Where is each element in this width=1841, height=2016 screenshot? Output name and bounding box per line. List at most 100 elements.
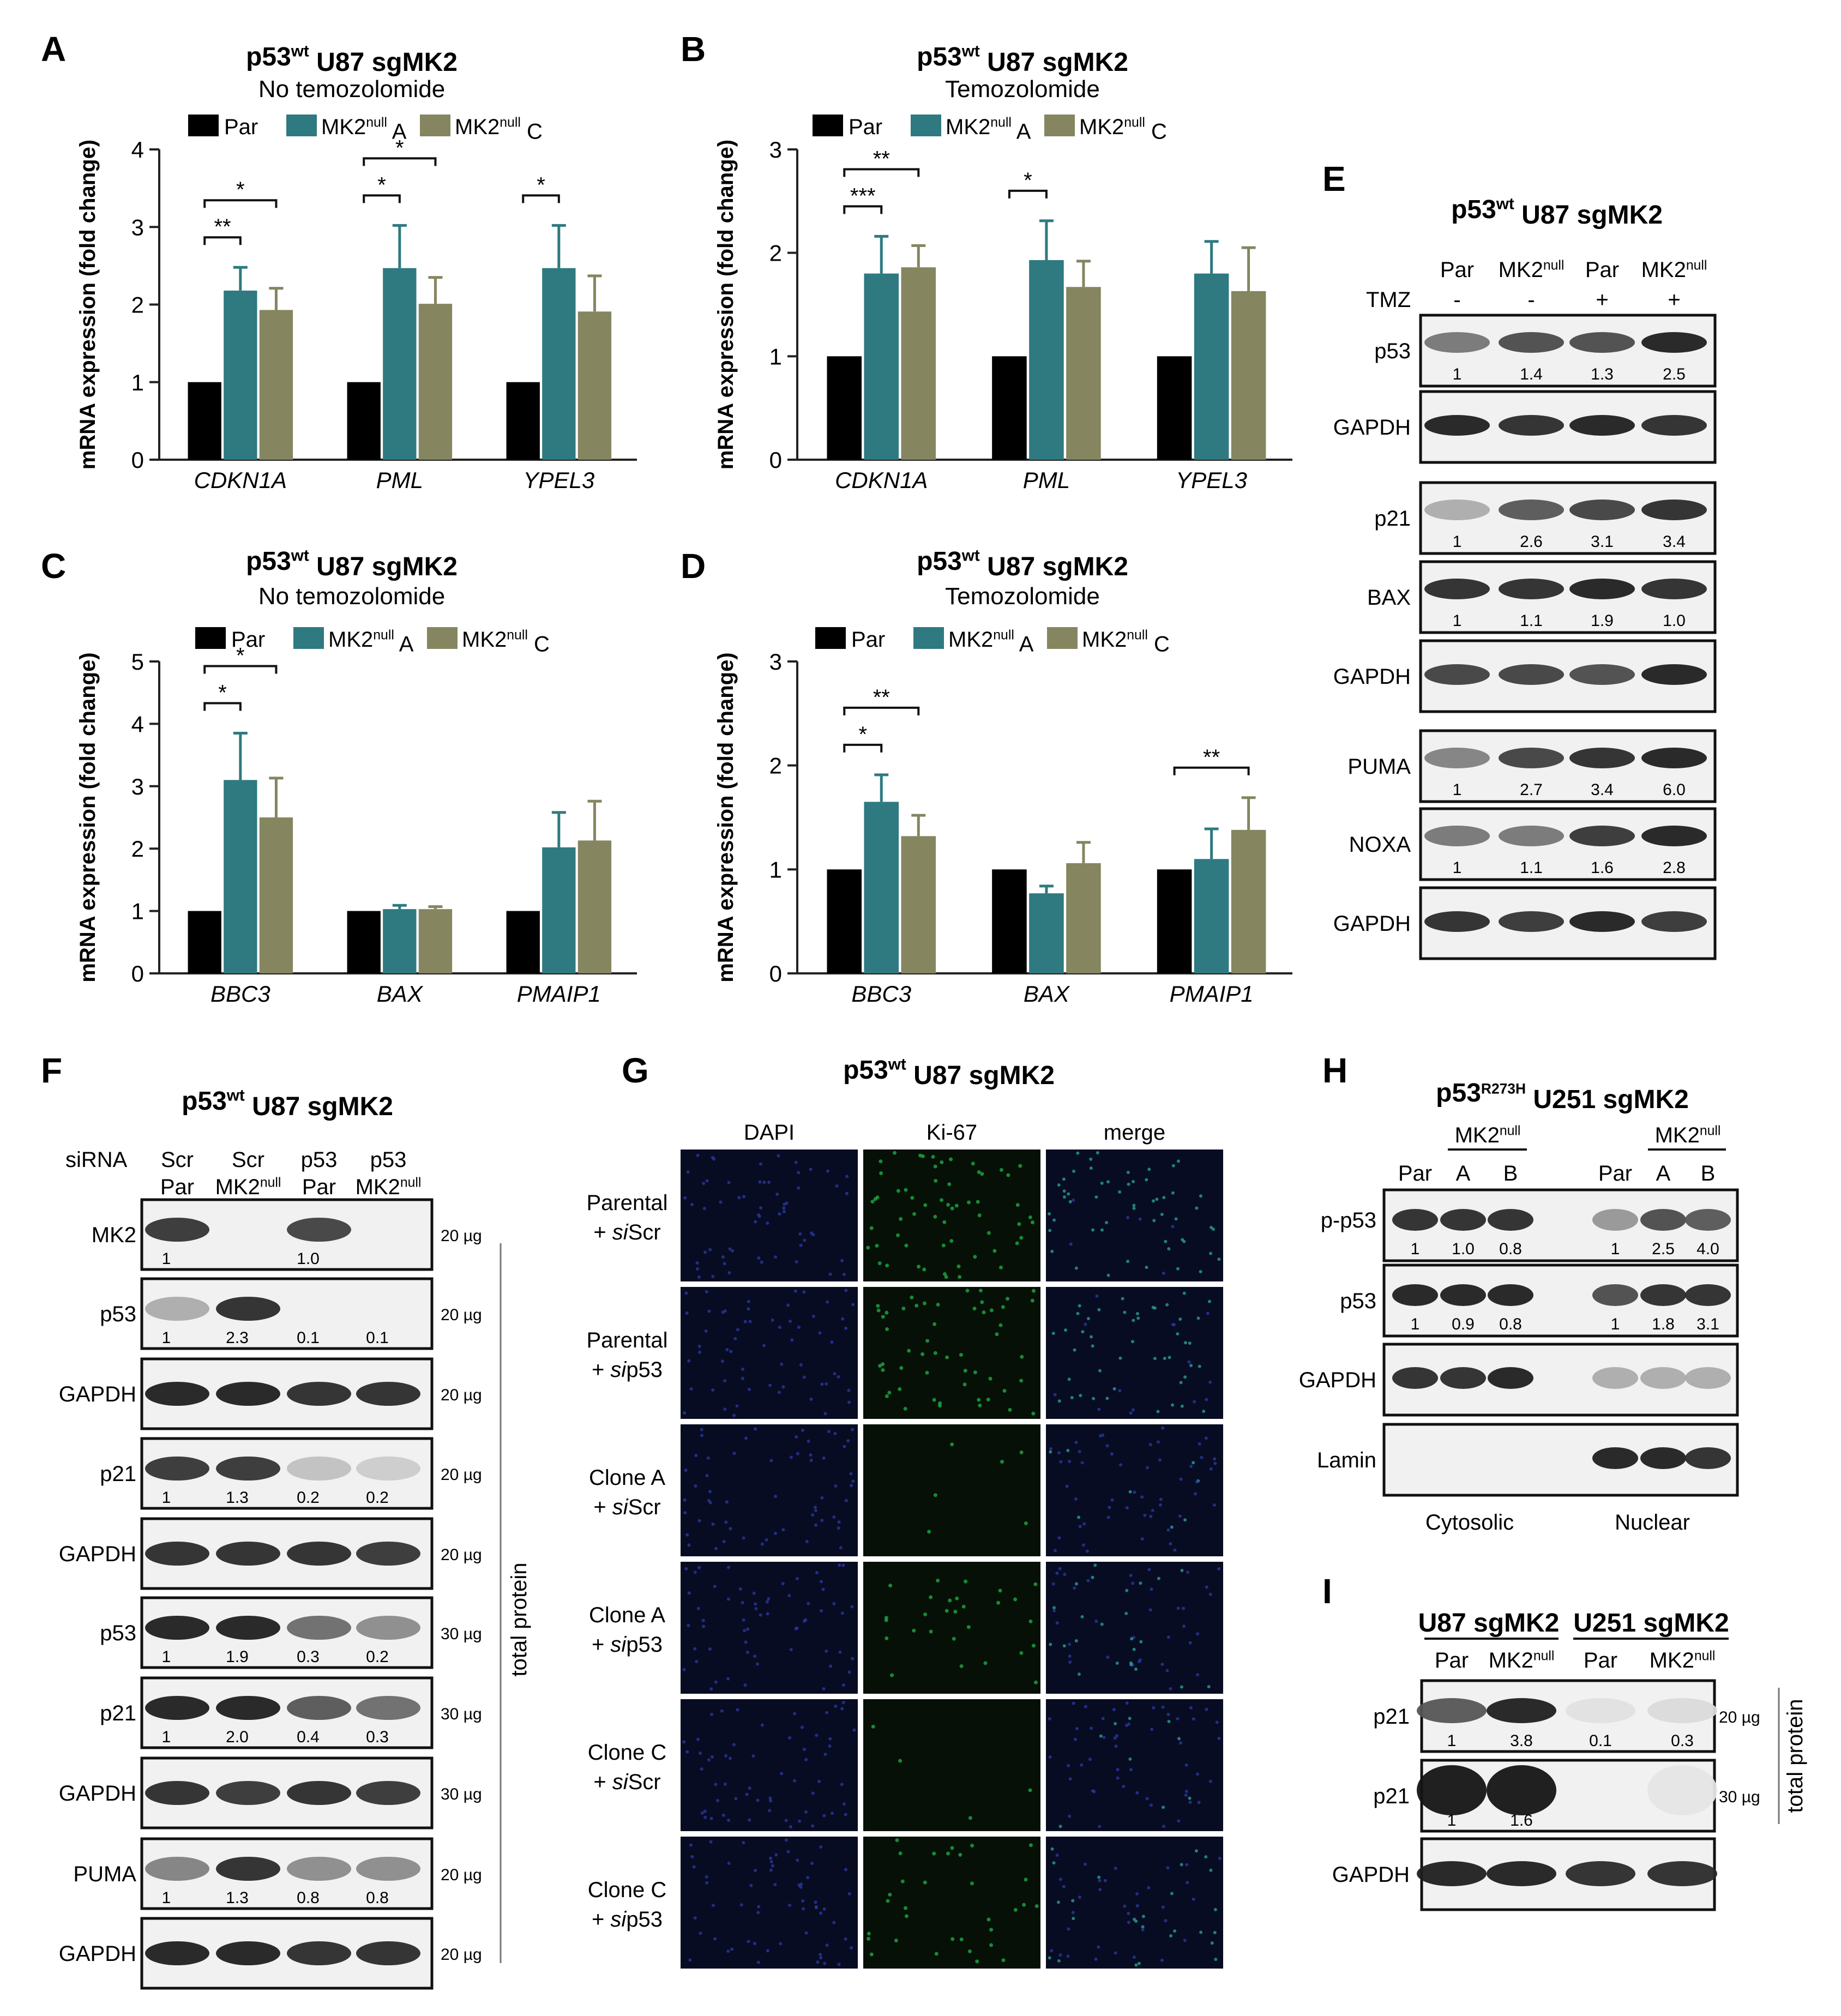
cell-nucleus (932, 1322, 937, 1326)
cell-nucleus (925, 1339, 930, 1343)
significance-bracket (363, 157, 437, 166)
cell-nucleus (754, 1606, 758, 1610)
blot-row-label: GAPDH (59, 1542, 136, 1566)
cell-nucleus (1138, 1660, 1141, 1664)
cell-nucleus (700, 1434, 704, 1437)
cell-nucleus (775, 1192, 779, 1196)
cell-nucleus (1101, 1717, 1105, 1720)
cell-nucleus (731, 1249, 735, 1253)
band-quantification: 3.8 (1510, 1732, 1533, 1750)
blot-band (356, 1941, 420, 1965)
cell-nucleus (1143, 1513, 1147, 1517)
cell-nucleus (754, 1427, 757, 1431)
blot-band (216, 1297, 280, 1321)
cell-nucleus (1013, 1907, 1018, 1912)
cell-nucleus (769, 1868, 773, 1872)
cell-nucleus (685, 1533, 689, 1537)
cell-nucleus (830, 1340, 834, 1344)
cell-nucleus (1063, 1328, 1067, 1332)
cell-nucleus (799, 1363, 803, 1367)
cell-nucleus (696, 1737, 700, 1741)
cell-nucleus (802, 1748, 806, 1752)
cell-nucleus (850, 1484, 853, 1488)
cell-nucleus (1140, 1537, 1144, 1541)
cell-nucleus (1169, 1934, 1173, 1938)
panel-letter: A (41, 29, 66, 69)
cell-nucleus (793, 1712, 797, 1716)
cell-nucleus (683, 1498, 687, 1502)
cell-nucleus (743, 1320, 747, 1323)
legend-swatch-mk2-a (286, 115, 317, 136)
cell-nucleus (711, 1522, 715, 1526)
legend-swatch-mk2-c (1044, 115, 1075, 136)
cell-nucleus (754, 1602, 757, 1606)
cell-nucleus (1202, 1410, 1206, 1413)
legend-label-mk2-c: MK2null C (1079, 115, 1167, 143)
cell-nucleus (744, 1640, 748, 1644)
cell-nucleus (1113, 1736, 1117, 1740)
cell-nucleus (833, 1372, 837, 1376)
cell-nucleus (885, 1263, 889, 1268)
cell-nucleus (690, 1855, 694, 1858)
band-quantification: 1.6 (1591, 859, 1614, 877)
cell-nucleus (1110, 1452, 1114, 1456)
cell-nucleus (950, 1846, 954, 1850)
bar-par (992, 356, 1027, 460)
blot-band (1499, 748, 1564, 768)
cell-nucleus (683, 1511, 687, 1515)
blot-band (287, 1857, 351, 1881)
panel-title: p53wt U87 sgMK2 (843, 1056, 1055, 1090)
blot-band (1640, 1367, 1686, 1389)
blot-band (216, 1781, 280, 1805)
cell-nucleus (873, 1197, 877, 1201)
cell-nucleus (1118, 1463, 1122, 1467)
cell-nucleus (1188, 1796, 1192, 1800)
blot-band (216, 1857, 280, 1881)
cell-nucleus (706, 1456, 710, 1460)
cell-nucleus (774, 1255, 778, 1259)
cell-nucleus (904, 1914, 909, 1918)
cell-nucleus (820, 1609, 823, 1612)
cell-nucleus (724, 1754, 727, 1758)
cell-nucleus (1177, 1819, 1181, 1823)
cell-nucleus (1209, 1868, 1213, 1872)
band-quantification: 0.4 (297, 1728, 320, 1746)
cell-nucleus (977, 1213, 982, 1218)
protein-amount: 20 µg (1719, 1708, 1760, 1726)
cell-nucleus (1163, 1357, 1166, 1361)
cell-nucleus (786, 1850, 790, 1853)
blot-band (1641, 500, 1707, 520)
cell-nucleus (713, 1937, 717, 1941)
cell-nucleus (885, 1327, 889, 1331)
cell-nucleus (1052, 1609, 1056, 1612)
x-tick-label: CDKN1A (835, 467, 928, 493)
cell-nucleus (771, 1318, 774, 1322)
cell-nucleus (1169, 1542, 1172, 1545)
cell-nucleus (1217, 1567, 1221, 1571)
cell-nucleus (1176, 1159, 1180, 1163)
cell-nucleus (768, 1796, 772, 1800)
cell-nucleus (934, 1178, 938, 1183)
cell-nucleus (744, 1436, 748, 1440)
cell-nucleus (727, 1271, 731, 1274)
blot-row-label: p21 (1373, 1705, 1410, 1729)
cell-nucleus (1125, 1701, 1129, 1705)
x-tick-label: PMAIP1 (1170, 981, 1254, 1007)
bar-mk2null-c (901, 836, 936, 973)
band-quantification: 0.9 (1452, 1315, 1475, 1333)
cell-nucleus (946, 1202, 950, 1207)
cell-nucleus (1160, 1663, 1164, 1666)
bar-mk2null-c (1231, 291, 1266, 460)
cell-nucleus (1053, 1393, 1057, 1397)
cell-nucleus (702, 1182, 706, 1185)
cell-nucleus (888, 1893, 892, 1897)
cell-nucleus (1147, 1168, 1151, 1171)
blot-band (1392, 1284, 1438, 1306)
cell-nucleus (793, 1779, 797, 1783)
y-tick-label: 0 (131, 447, 144, 473)
cell-nucleus (1179, 1381, 1183, 1385)
band-quantification: 0.3 (1671, 1732, 1694, 1750)
cell-nucleus (845, 1191, 849, 1195)
cell-nucleus (826, 1169, 829, 1173)
lane-label: Par (1398, 1162, 1432, 1185)
